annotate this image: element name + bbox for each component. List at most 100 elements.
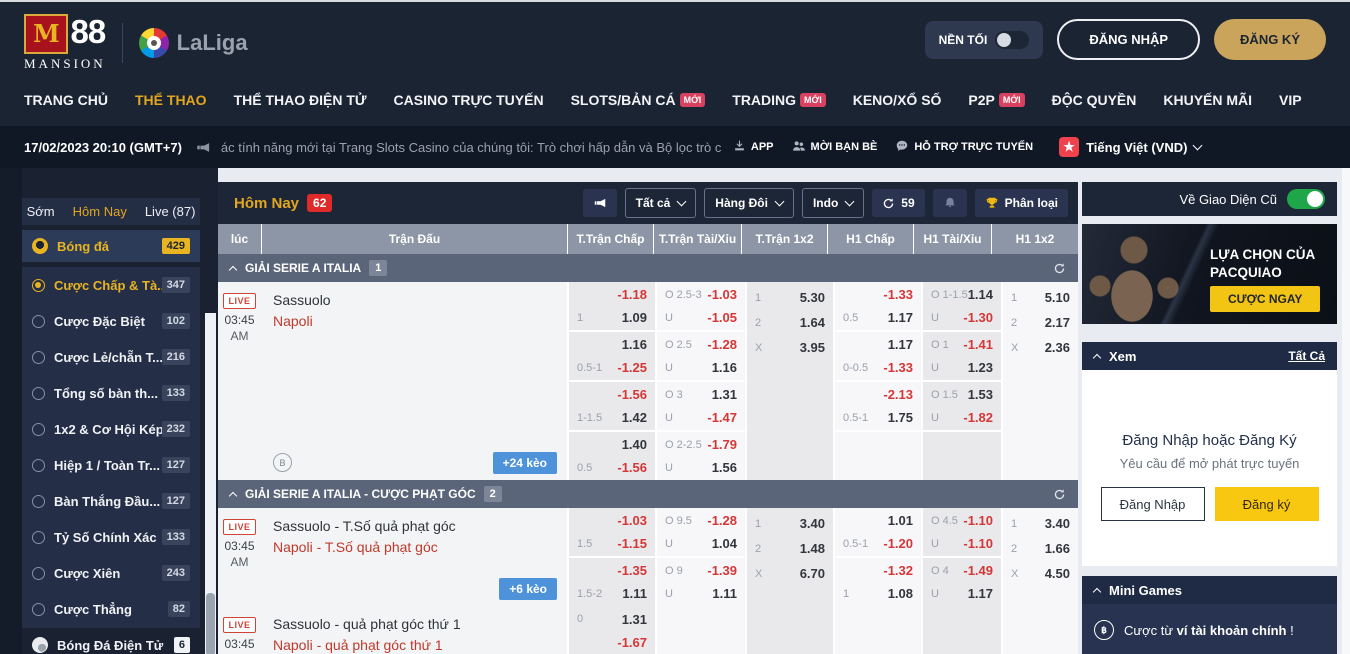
odds-value[interactable]: -1.03 bbox=[617, 513, 647, 528]
register-button[interactable]: ĐĂNG KÝ bbox=[1214, 19, 1326, 60]
odds-value[interactable]: 1.75 bbox=[887, 410, 913, 425]
more-bets-button[interactable]: +24 kèo bbox=[492, 452, 557, 474]
odds-value[interactable]: 1.04 bbox=[711, 536, 737, 551]
nav-item-p2p[interactable]: P2P MỚI bbox=[968, 92, 1025, 108]
odds-value[interactable]: 1.16 bbox=[711, 360, 737, 375]
sidebar-scrollbar-thumb[interactable] bbox=[206, 593, 215, 654]
odds-value[interactable]: 1.01 bbox=[887, 513, 913, 528]
nav-item-casino-tr-c-tuy-n[interactable]: CASINO TRỰC TUYẾN bbox=[393, 92, 544, 108]
odds-value[interactable]: 5.10 bbox=[1044, 290, 1070, 305]
odds-value[interactable]: -1.28 bbox=[707, 513, 737, 528]
match-teams[interactable]: Sassuolo - T.Số quả phạt góc Napoli - T.S… bbox=[261, 508, 567, 606]
odds-value[interactable]: -1.05 bbox=[707, 310, 737, 325]
odds-value[interactable]: 1.23 bbox=[967, 360, 993, 375]
row-display-dropdown[interactable]: Hàng Đôi bbox=[704, 188, 794, 218]
odds-value[interactable]: -1.18 bbox=[617, 287, 647, 302]
nav-item-trang-ch-[interactable]: TRANG CHỦ bbox=[24, 92, 108, 108]
sidebar-item-c-c-ch-p-t-[interactable]: Cược Chấp & Tà... 347 bbox=[22, 267, 200, 303]
sidebar-tab-h-m-nay[interactable]: Hôm Nay bbox=[72, 204, 127, 219]
old-ui-toggle[interactable] bbox=[1287, 189, 1325, 209]
odds-value[interactable]: -1.67 bbox=[617, 634, 647, 650]
nav-item-keno-x-s-[interactable]: KENO/XỔ SỐ bbox=[852, 92, 942, 108]
dark-mode-toggle[interactable]: NỀN TỐI bbox=[924, 20, 1044, 59]
odds-format-dropdown[interactable]: Indo bbox=[801, 188, 865, 218]
odds-value[interactable]: 2.36 bbox=[1044, 340, 1070, 355]
stream-register-button[interactable]: Đăng ký bbox=[1214, 487, 1319, 521]
odds-value[interactable]: 1.11 bbox=[712, 586, 737, 601]
odds-value[interactable]: 5.30 bbox=[799, 290, 825, 305]
odds-value[interactable]: -1.49 bbox=[963, 563, 993, 578]
ticker-link-app[interactable]: APP bbox=[733, 139, 774, 155]
odds-value[interactable]: 3.40 bbox=[1044, 516, 1070, 531]
odds-value[interactable]: -1.03 bbox=[707, 287, 737, 302]
sidebar-item-t-s-ch-nh-x-c[interactable]: Tỷ Số Chính Xác 133 bbox=[22, 519, 200, 555]
odds-value[interactable]: -1.30 bbox=[963, 310, 993, 325]
odds-value[interactable]: -1.47 bbox=[707, 410, 737, 425]
watch-all-link[interactable]: Tất Cả bbox=[1288, 349, 1325, 363]
odds-value[interactable]: -1.56 bbox=[617, 460, 647, 475]
match-teams[interactable]: Sassuolo - quả phạt góc thứ 1 Napoli - qu… bbox=[261, 606, 567, 654]
odds-value[interactable]: -1.39 bbox=[707, 563, 737, 578]
bookmark-icon[interactable]: B bbox=[273, 453, 292, 472]
odds-value[interactable]: -1.56 bbox=[617, 387, 647, 402]
odds-value[interactable]: 1.42 bbox=[621, 410, 647, 425]
sidebar-tab-s-m[interactable]: Sớm bbox=[26, 204, 55, 219]
odds-value[interactable]: -1.35 bbox=[617, 563, 647, 578]
odds-value[interactable]: -1.33 bbox=[883, 287, 913, 302]
odds-value[interactable]: 1.31 bbox=[621, 611, 647, 627]
sidebar-item-1x2-c-h-i-k-p[interactable]: 1x2 & Cơ Hội Kép 232 bbox=[22, 411, 200, 447]
filter-all-dropdown[interactable]: Tất cả bbox=[624, 188, 697, 218]
nav-item-th-thao[interactable]: THỂ THAO bbox=[135, 92, 207, 108]
odds-value[interactable]: 1.16 bbox=[621, 337, 647, 352]
odds-value[interactable]: -1.15 bbox=[617, 536, 647, 551]
refresh-button[interactable]: 59 bbox=[872, 189, 925, 217]
odds-value[interactable]: 1.64 bbox=[799, 315, 825, 330]
nav-item-slots-b-n-c-[interactable]: SLOTS/BẢN CÁ MỚI bbox=[571, 92, 706, 108]
odds-value[interactable]: 1.14 bbox=[967, 287, 993, 302]
sidebar-tab-live-87-[interactable]: Live (87) bbox=[144, 204, 196, 219]
odds-value[interactable]: 3.40 bbox=[799, 516, 825, 531]
sidebar-item-c-c-c-bi-t[interactable]: Cược Đặc Biệt 102 bbox=[22, 303, 200, 339]
ticker-link-m-i-b-n-b-[interactable]: MỜI BẠN BÈ bbox=[792, 139, 877, 156]
odds-value[interactable]: -1.28 bbox=[707, 337, 737, 352]
odds-value[interactable]: -1.25 bbox=[617, 360, 647, 375]
sidebar-item-esoccer[interactable]: Bóng Đá Điện Tử 6 bbox=[22, 629, 200, 654]
ticker-link-h-tr-tr-c-tuy-n[interactable]: HỖ TRỢ TRỰC TUYẾN bbox=[895, 139, 1033, 156]
notifications-button[interactable] bbox=[932, 189, 967, 217]
sidebar-item-hi-p-1-to-n-tr-[interactable]: Hiệp 1 / Toàn Tr... 127 bbox=[22, 447, 200, 483]
odds-value[interactable]: 1.66 bbox=[1044, 541, 1070, 556]
pacquiao-promo-banner[interactable]: LỰA CHỌN CỦA PACQUIAO CƯỢC NGAY bbox=[1082, 224, 1337, 324]
sidebar-item-b-n-th-ng-u-[interactable]: Bàn Thắng Đầu... 127 bbox=[22, 483, 200, 519]
sidebar-item-c-c-th-ng[interactable]: Cược Thẳng 82 bbox=[22, 591, 200, 627]
page-scrollbar-track[interactable] bbox=[1342, 168, 1350, 654]
odds-value[interactable]: 3.95 bbox=[799, 340, 825, 355]
odds-value[interactable]: 1.09 bbox=[621, 310, 647, 325]
odds-value[interactable]: 1.48 bbox=[799, 541, 825, 556]
odds-value[interactable]: -1.79 bbox=[707, 437, 737, 452]
odds-value[interactable]: -1.20 bbox=[883, 536, 913, 551]
odds-value[interactable]: 1.11 bbox=[622, 586, 647, 601]
nav-item--c-quy-n[interactable]: ĐỘC QUYỀN bbox=[1051, 92, 1137, 108]
odds-value[interactable]: -1.10 bbox=[963, 513, 993, 528]
odds-value[interactable]: -2.13 bbox=[883, 387, 913, 402]
dark-mode-switch-icon[interactable] bbox=[995, 30, 1030, 49]
sidebar-item-t-ng-s-b-n-th-[interactable]: Tổng số bàn th... 133 bbox=[22, 375, 200, 411]
odds-value[interactable]: 1.40 bbox=[621, 437, 647, 452]
odds-value[interactable]: -1.41 bbox=[963, 337, 993, 352]
odds-value[interactable]: 1.56 bbox=[711, 460, 737, 475]
odds-value[interactable]: 4.50 bbox=[1044, 566, 1070, 581]
sidebar-item-football[interactable]: Bóng đá 429 bbox=[22, 230, 200, 262]
odds-value[interactable]: 1.17 bbox=[967, 586, 993, 601]
match-teams[interactable]: Sassuolo Napoli B +24 kèo bbox=[261, 282, 567, 480]
odds-value[interactable]: 1.17 bbox=[887, 337, 913, 352]
login-button[interactable]: ĐĂNG NHẬP bbox=[1057, 19, 1201, 60]
sidebar-scrollbar-track[interactable] bbox=[205, 313, 216, 654]
odds-value[interactable]: 6.70 bbox=[799, 566, 825, 581]
odds-value[interactable]: 1.17 bbox=[887, 310, 913, 325]
mini-games-header[interactable]: Mini Games bbox=[1082, 576, 1337, 604]
stream-login-button[interactable]: Đăng Nhập bbox=[1100, 487, 1205, 521]
brand-logo[interactable]: M 88 MANSION LaLiga bbox=[24, 14, 248, 72]
odds-value[interactable]: 2.17 bbox=[1044, 315, 1070, 330]
bet-now-button[interactable]: CƯỢC NGAY bbox=[1210, 286, 1321, 312]
nav-item-trading[interactable]: TRADING MỚI bbox=[732, 92, 826, 108]
